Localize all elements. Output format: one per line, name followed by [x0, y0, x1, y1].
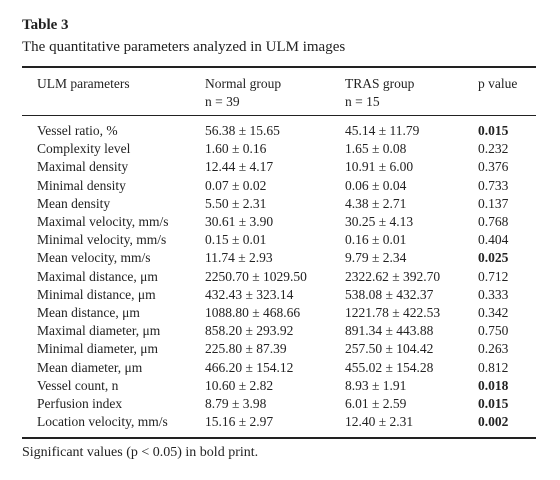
cell: 1.65 ± 0.08 [345, 141, 407, 157]
cell: 2250.70 ± 1029.50 [205, 268, 307, 284]
cell: 1.60 ± 0.16 [205, 141, 267, 157]
row-label: Maximal distance, μm [37, 268, 158, 284]
header-cell: p value [478, 76, 518, 91]
bottom-rule [22, 437, 536, 439]
cell: 225.80 ± 87.39 [205, 341, 287, 357]
row-label: Mean velocity, mm/s [37, 250, 151, 266]
cell: 45.14 ± 11.79 [345, 123, 420, 138]
cell: 0.015 [478, 123, 509, 138]
header-cell: n = 39 [205, 94, 240, 109]
cell: 0.712 [478, 268, 509, 284]
cell: 432.43 ± 323.14 [205, 286, 294, 302]
row-label: Perfusion index [37, 396, 123, 411]
cell: 0.812 [478, 359, 509, 375]
table-caption: The quantitative parameters analyzed in … [22, 39, 346, 55]
cell: 0.768 [478, 214, 509, 229]
row-label: Mean density [37, 195, 111, 211]
cell: 0.376 [478, 159, 509, 175]
cell: 12.44 ± 4.17 [205, 159, 274, 175]
cell: 257.50 ± 104.42 [345, 341, 434, 357]
row-label: Mean distance, μm [37, 305, 140, 320]
row-label: Minimal distance, μm [37, 286, 156, 302]
row-label: Maximal diameter, μm [37, 323, 161, 339]
cell: 11.74 ± 2.93 [205, 250, 273, 266]
cell: 8.79 ± 3.98 [205, 396, 267, 411]
cell: 466.20 ± 154.12 [205, 359, 294, 375]
cell: 538.08 ± 432.37 [345, 286, 434, 302]
header-cell: Normal group [205, 76, 282, 91]
cell: 0.06 ± 0.04 [345, 177, 407, 193]
cell: 2322.62 ± 392.70 [345, 268, 441, 284]
cell: 0.07 ± 0.02 [205, 177, 267, 193]
header-cell: ULM parameters [37, 76, 130, 91]
cell: 0.137 [478, 195, 509, 211]
cell: 12.40 ± 2.31 [345, 414, 414, 430]
cell: 0.002 [478, 414, 509, 430]
cell: 10.60 ± 2.82 [205, 377, 274, 393]
cell: 0.333 [478, 286, 509, 302]
row-label: Minimal velocity, mm/s [37, 232, 167, 248]
top-rule [22, 66, 536, 68]
cell: 30.61 ± 3.90 [205, 214, 274, 229]
row-label: Mean diameter, μm [37, 359, 143, 375]
cell: 0.018 [478, 377, 509, 393]
row-label: Location velocity, mm/s [37, 414, 168, 430]
cell: 0.263 [478, 341, 509, 357]
row-label: Maximal density [37, 159, 129, 175]
header-cell: TRAS group [345, 76, 415, 91]
row-label: Minimal diameter, μm [37, 341, 159, 357]
cell: 0.404 [478, 232, 509, 248]
cell: 858.20 ± 293.92 [205, 323, 294, 339]
row-label: Vessel ratio, % [37, 123, 118, 138]
cell: 0.232 [478, 141, 509, 157]
cell: 30.25 ± 4.13 [345, 214, 414, 229]
footnote: Significant values (p < 0.05) in bold pr… [22, 445, 259, 460]
row-label: Vessel count, n [37, 377, 119, 393]
cell: 4.38 ± 2.71 [345, 195, 407, 211]
cell: 891.34 ± 443.88 [345, 323, 434, 339]
cell: 1088.80 ± 468.66 [205, 305, 301, 320]
cell: 56.38 ± 15.65 [205, 123, 280, 138]
cell: 10.91 ± 6.00 [345, 159, 414, 175]
cell: 0.015 [478, 396, 509, 411]
cell: 5.50 ± 2.31 [205, 195, 267, 211]
row-label: Complexity level [37, 141, 131, 157]
cell: 1221.78 ± 422.53 [345, 305, 441, 320]
header-rule [22, 115, 536, 116]
table-label: Table 3 [22, 17, 69, 33]
cell: 0.025 [478, 250, 509, 266]
cell: 455.02 ± 154.28 [345, 359, 434, 375]
cell: 8.93 ± 1.91 [345, 377, 407, 393]
row-label: Maximal velocity, mm/s [37, 214, 169, 229]
row-label: Minimal density [37, 177, 126, 193]
cell: 0.16 ± 0.01 [345, 232, 407, 248]
header-cell: n = 15 [345, 94, 380, 109]
cell: 0.750 [478, 323, 509, 339]
cell: 0.15 ± 0.01 [205, 232, 267, 248]
cell: 9.79 ± 2.34 [345, 250, 407, 266]
cell: 6.01 ± 2.59 [345, 396, 407, 411]
cell: 15.16 ± 2.97 [205, 414, 274, 430]
cell: 0.733 [478, 177, 509, 193]
cell: 0.342 [478, 305, 509, 320]
